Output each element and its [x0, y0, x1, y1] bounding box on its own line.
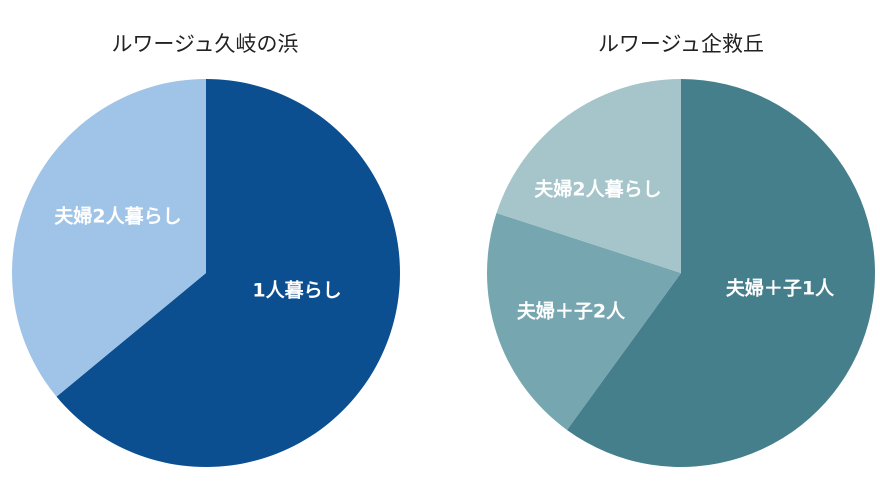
chart-title-kugi-no-hama: ルワージュ久岐の浜: [111, 32, 299, 56]
pie-slice-label-1-2: 夫婦2人暮らし: [534, 178, 661, 201]
pie-slice-1-2: [496, 79, 681, 273]
pie-slice-1-0: [566, 79, 875, 468]
chart-title-kikugaoka: ルワージュ企救丘: [597, 32, 765, 56]
pie-slice-label-0-0: 1人暮らし: [252, 280, 341, 302]
pie-slice-1-1: [487, 213, 681, 430]
pie-slice-0-1: [11, 79, 207, 397]
pie-slice-label-0-1: 夫婦2人暮らし: [54, 205, 181, 228]
pie-slice-label-1-0: 夫婦＋子1人: [726, 277, 835, 300]
pie-slice-0-0: [56, 79, 400, 468]
pie-slice-label-1-1: 夫婦＋子2人: [517, 300, 626, 323]
pie-chart-kugi-no-hama: 1人暮らし 夫婦2人暮らし: [11, 79, 400, 468]
